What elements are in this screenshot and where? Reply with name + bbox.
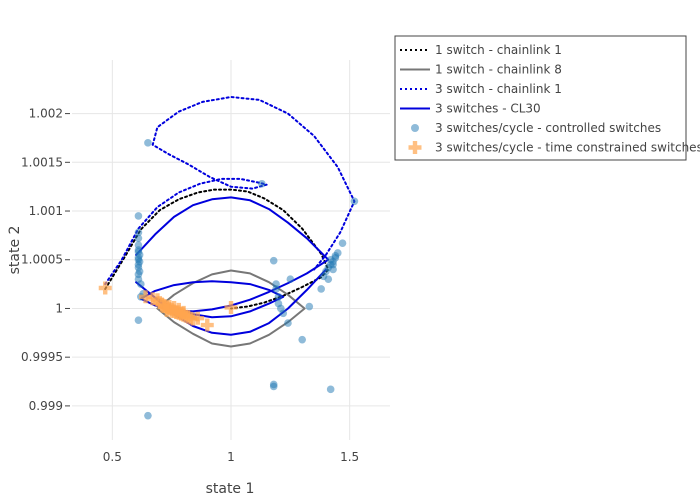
legend-item-4[interactable]: 3 switches/cycle - controlled switches — [411, 121, 661, 135]
point-5-28 — [200, 318, 214, 332]
series-0 — [104, 188, 330, 310]
legend-label-3: 3 switches - CL30 — [435, 102, 541, 116]
legend-swatch-4 — [411, 124, 419, 132]
x-tick-label-1: 1 — [227, 450, 235, 464]
legend-item-0[interactable]: 1 switch - chainlink 1 — [400, 43, 562, 57]
point-4-45 — [324, 275, 333, 284]
y-tick-label-4: 1.001 — [29, 204, 63, 218]
point-4-18 — [137, 280, 145, 288]
point-4-33 — [286, 275, 295, 284]
series-4 — [134, 139, 359, 420]
point-5-3 — [150, 293, 164, 307]
series-1 — [156, 269, 306, 348]
point-4-26 — [274, 292, 283, 301]
point-5-27 — [174, 306, 188, 320]
point-4-30 — [284, 319, 292, 327]
y-tick-label-3: 1.0005 — [21, 253, 63, 267]
legend[interactable]: 1 switch - chainlink 1 1 switch - chainli… — [394, 35, 700, 161]
point-4-0 — [144, 139, 152, 147]
point-4-29 — [279, 309, 288, 318]
y-tick-label-2: 1 — [55, 301, 63, 315]
point-4-4 — [134, 228, 143, 237]
plot-traces — [98, 96, 359, 420]
legend-item-2[interactable]: 3 switch - chainlink 1 — [400, 82, 562, 96]
y-tick-label-6: 1.002 — [29, 107, 63, 121]
point-4-21 — [134, 316, 143, 324]
point-4-5 — [134, 234, 143, 243]
legend-box — [394, 35, 687, 161]
x-tick-label-0: 0.5 — [103, 450, 122, 464]
point-4-43 — [338, 239, 347, 247]
point-4-25 — [272, 285, 280, 293]
point-4-22 — [144, 411, 152, 420]
series-2 — [104, 96, 356, 286]
point-4-49 — [269, 380, 278, 389]
series-line-1 — [156, 269, 306, 348]
point-4-47 — [317, 285, 325, 293]
point-4-44 — [331, 252, 340, 260]
y-tick-label-5: 1.0015 — [21, 155, 63, 169]
legend-label-4: 3 switches/cycle - controlled switches — [435, 121, 661, 135]
series-line-0 — [104, 188, 330, 310]
legend-label-1: 1 switch - chainlink 8 — [435, 63, 562, 77]
x-axis-label: state 1 — [206, 481, 255, 497]
x-tick-label-2: 1.5 — [340, 450, 359, 464]
legend-label-2: 3 switch - chainlink 1 — [435, 82, 562, 96]
legend-label-5: 3 switches/cycle - time constrained swit… — [435, 141, 700, 155]
point-4-46 — [329, 260, 337, 269]
series-5 — [98, 281, 238, 332]
y-tick-label-1: 0.9995 — [21, 350, 63, 364]
point-4-31 — [298, 335, 306, 344]
point-4-2 — [350, 197, 359, 206]
point-5-0 — [98, 281, 112, 295]
point-5-29 — [224, 300, 238, 314]
point-4-48 — [305, 302, 314, 311]
legend-item-3[interactable]: 3 switches - CL30 — [400, 102, 541, 116]
y-tick-label-0: 0.999 — [29, 399, 63, 413]
series-line-2 — [104, 96, 356, 286]
point-4-50 — [326, 385, 335, 394]
point-4-1 — [258, 179, 266, 188]
point-5-22 — [172, 302, 186, 316]
point-5-1 — [139, 290, 153, 304]
y-axis-label: state 2 — [7, 226, 23, 275]
axis-ticks: 0.5 1 1.5 0.999 0.9995 1 1.0005 1.001 1.0015 1.00… — [21, 107, 359, 464]
point-4-23 — [269, 256, 278, 265]
legend-label-0: 1 switch - chainlink 1 — [435, 43, 562, 57]
point-4-3 — [134, 212, 143, 220]
legend-swatch-5 — [408, 141, 422, 154]
legend-item-5[interactable]: 3 switches/cycle - time constrained swit… — [408, 141, 700, 155]
point-5-30 — [191, 311, 205, 325]
legend-item-1[interactable]: 1 switch - chainlink 8 — [400, 63, 562, 77]
